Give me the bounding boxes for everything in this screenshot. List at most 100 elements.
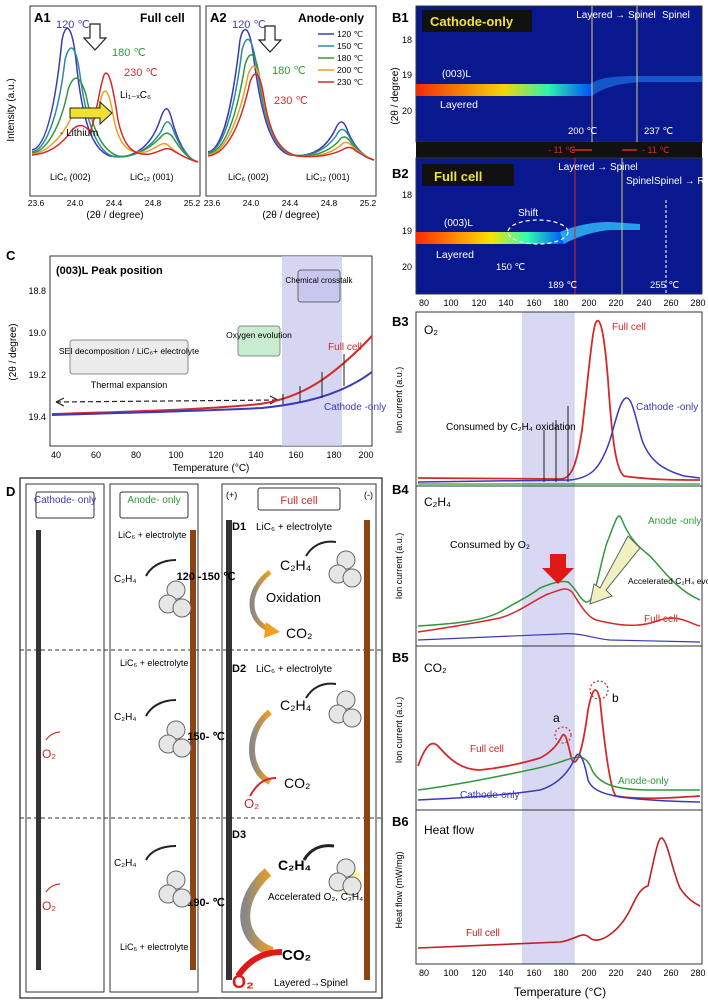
c-tag: C [6, 248, 16, 263]
b4-consumed-label: Consumed by O₂ [450, 539, 530, 551]
d-d2: D2 [232, 663, 246, 675]
c-xtick: 60 [91, 450, 101, 460]
c-yticks: 18.8 19.0 19.2 19.4 [28, 286, 46, 422]
d-cathode-o2-1: O₂ [42, 747, 56, 761]
a1-xtick: 25.2 [184, 198, 201, 208]
c-title: (003)L Peak position [56, 265, 163, 277]
d-d2-c2h4: C₂H₄ [280, 697, 312, 713]
c-cathode-label: Cathode -only [324, 402, 386, 413]
c-chem-label: Chemical crosstalk [285, 276, 353, 285]
d-tag: D [6, 484, 15, 499]
d-d2-co2: CO₂ [284, 775, 310, 791]
b6-xtick: 240 [636, 968, 651, 978]
a1-xlabel: (2θ / degree) [86, 210, 143, 221]
c-sei-label: SEI decomposition / LiC₆+ electrolyte [59, 346, 199, 356]
b1-title: Cathode-only [430, 14, 514, 29]
b1-yticks: 18 19 20 [402, 35, 412, 116]
d-cathode-head [35, 491, 95, 519]
a2-xticks: 23.6 24.0 24.4 24.8 25.2 [204, 198, 377, 208]
a1-curve-230 [31, 72, 199, 163]
a2-xtick: 23.6 [204, 198, 221, 208]
b1-ytick: 19 [402, 70, 412, 80]
d-cathode-label: Cathode- only [34, 495, 96, 506]
a2-curve-150 [207, 38, 375, 161]
a2-legend: 120 ℃ 150 ℃ 180 ℃ 200 ℃ 230 ℃ [318, 29, 364, 87]
a2-legend-item: 200 ℃ [337, 65, 364, 75]
b2-t150: 150 ℃ [496, 262, 525, 273]
b3-curve-cathode [417, 397, 701, 483]
d-d2-lic6: LiC₆ + electrolyte [256, 664, 332, 675]
b3-tag: B3 [392, 314, 409, 329]
d-d2-o2: O₂ [244, 796, 259, 811]
d-full-cathode-electrode [226, 520, 232, 980]
a2-legend-item: 180 ℃ [337, 53, 364, 63]
b4-gas: C₂H₄ [424, 495, 451, 509]
a1-curve-150 [31, 47, 199, 163]
b6-xtick: 80 [419, 968, 429, 978]
d-anode-lic6-2: LiC₆ + electrolyte [120, 658, 188, 668]
d-d1-oxidation: Oxidation [266, 590, 321, 605]
b2-shift-label: Shift [518, 208, 538, 219]
b2-layered-label: Layered [436, 249, 474, 261]
d-cathode-electrode [36, 530, 41, 970]
c-chem-box [297, 269, 341, 303]
b5-peak-a-circle [554, 726, 572, 744]
d-d1-c2h4: C₂H₄ [280, 557, 312, 573]
b4-anode-label: Anode -only [648, 516, 701, 527]
b1-band-tail [590, 76, 702, 96]
b2-shift-circle [507, 219, 569, 245]
c-ytick: 19.2 [28, 370, 46, 380]
d-particle-icon [172, 738, 192, 758]
d-full-label: Full cell [280, 495, 317, 507]
d-minus: (-) [364, 490, 373, 500]
d-d3-o2-arrow-icon [235, 949, 283, 978]
d-anode-electrode [190, 530, 196, 970]
d-o2-arrow-icon [45, 883, 61, 893]
b1-ytick: 18 [402, 35, 412, 45]
a1-ann-230: 230 ℃ [124, 67, 158, 79]
c-sei-box [69, 339, 189, 375]
b5-gas: CO₂ [424, 661, 447, 675]
d-o2-arrow-icon [45, 731, 61, 741]
b2-tag: B2 [392, 166, 409, 181]
a1-ann-120: 120 ℃ [56, 19, 90, 31]
c-xtick: 40 [51, 450, 61, 460]
a2-ann-180: 180 ℃ [272, 65, 306, 77]
b6-xtick: 220 [608, 968, 623, 978]
a2-xlabel: (2θ / degree) [262, 210, 319, 221]
d-anode-c2h4-1: C₂H₄ [114, 574, 136, 585]
panel-b3to6: B3 O₂ Ion current (a.u.) Full cell Catho… [392, 311, 708, 999]
d-cathode-o2-2: O₂ [42, 899, 56, 913]
d-d3-c2h4: C₂H₄ [278, 857, 311, 873]
d-d3: D3 [232, 829, 246, 841]
d-full-anode-electrode [364, 520, 370, 980]
b1-spinel-label: Spinel [662, 10, 690, 21]
b4-accel-label: Accelerated C₂H₄ evolution [628, 576, 708, 586]
d-anode-lic6-3: LiC₆ + electrolyte [120, 942, 188, 952]
d-cathode-col [25, 483, 105, 993]
b6-curve-full [417, 837, 701, 949]
panel-b2: B2 Full cell Shift Layered → Spinel Spin… [392, 157, 708, 308]
b2-xtick: 260 [663, 298, 678, 308]
a2-lic6-label: LiC₆ (002) [228, 172, 269, 182]
d-anode-col [109, 483, 199, 993]
b3-full-label: Full cell [612, 322, 646, 333]
d-d1-lic6: LiC₆ + electrolyte [256, 522, 332, 533]
b6-xlabel: Temperature (°C) [514, 985, 606, 999]
b2-band [416, 232, 564, 244]
b5-curve-full [417, 689, 701, 800]
a2-lic12-label: LiC₁₂ (001) [306, 172, 350, 182]
b2-xtick: 140 [498, 298, 513, 308]
b2-xtick: 160 [526, 298, 541, 308]
b5-b-label: b [612, 691, 619, 705]
a1-xtick: 23.6 [28, 198, 45, 208]
b6-ylabel: Heat flow (mW/mg) [394, 851, 404, 928]
b5-curve-anode [417, 756, 700, 791]
b2-yticks: 18 19 20 [402, 190, 412, 272]
a2-xtick: 24.8 [321, 198, 338, 208]
b2-t189: 189 ℃ [548, 280, 577, 291]
a2-legend-item: 120 ℃ [337, 29, 364, 39]
b2-xtick: 80 [419, 298, 429, 308]
d-frame [19, 477, 383, 999]
b2-xtick: 240 [636, 298, 651, 308]
